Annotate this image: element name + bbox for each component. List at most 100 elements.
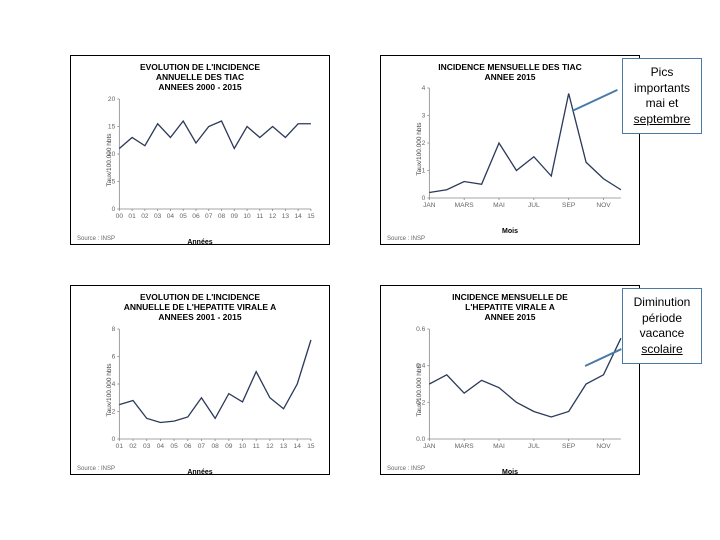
- svg-text:0: 0: [422, 195, 426, 202]
- chart-svg: 0 1 2 3 4 JAN MARS MAI JUL SEP NOV: [411, 84, 625, 214]
- callout-line-text: mai et: [631, 96, 693, 112]
- svg-text:00: 00: [116, 213, 124, 220]
- data-line: [119, 121, 311, 149]
- svg-text:4: 4: [422, 85, 426, 92]
- chart-area: Taux/100.000 hbts02468010203040506070809…: [101, 325, 315, 455]
- svg-text:SEP: SEP: [562, 443, 576, 450]
- svg-text:8: 8: [112, 326, 116, 333]
- callout-line-text: importants: [631, 81, 693, 97]
- svg-text:15: 15: [108, 123, 116, 130]
- svg-text:5: 5: [112, 178, 116, 185]
- data-line: [429, 338, 621, 417]
- chart-title: EVOLUTION DE L'INCIDENCEANNUELLE DES TIA…: [79, 62, 321, 93]
- callout-line-text: septembre: [631, 112, 693, 128]
- chart-title: INCIDENCE MENSUELLE DEL'HEPATITE VIRALE …: [389, 292, 631, 323]
- svg-text:10: 10: [108, 151, 116, 158]
- svg-text:2: 2: [112, 408, 116, 415]
- svg-text:0.6: 0.6: [416, 326, 426, 333]
- panel-tiac-annual: EVOLUTION DE L'INCIDENCEANNUELLE DES TIA…: [70, 55, 330, 245]
- svg-text:13: 13: [280, 443, 288, 450]
- svg-text:NOV: NOV: [596, 202, 611, 209]
- svg-text:3: 3: [422, 113, 426, 120]
- callout-hepa-vacation: Diminutionpériodevacancescolaire: [622, 288, 702, 364]
- svg-text:08: 08: [218, 213, 226, 220]
- svg-text:14: 14: [294, 213, 302, 220]
- svg-text:04: 04: [167, 213, 175, 220]
- svg-text:0: 0: [112, 436, 116, 443]
- panel-tiac-monthly: INCIDENCE MENSUELLE DES TIACANNEE 2015Ta…: [380, 55, 640, 245]
- callout-line-text: Diminution: [631, 295, 693, 311]
- svg-text:12: 12: [266, 443, 274, 450]
- x-axis-label: Mois: [389, 469, 631, 476]
- svg-text:11: 11: [256, 213, 263, 220]
- svg-text:01: 01: [128, 213, 136, 220]
- svg-text:20: 20: [108, 96, 116, 103]
- data-line: [119, 340, 311, 423]
- source-text: Source : INSP: [387, 236, 425, 242]
- svg-text:07: 07: [198, 443, 206, 450]
- svg-text:SEP: SEP: [562, 202, 576, 209]
- svg-text:JAN: JAN: [423, 202, 436, 209]
- svg-text:NOV: NOV: [596, 443, 611, 450]
- svg-text:08: 08: [211, 443, 219, 450]
- svg-text:4: 4: [112, 381, 116, 388]
- svg-text:0.4: 0.4: [416, 362, 426, 369]
- source-text: Source : INSP: [77, 236, 115, 242]
- svg-text:MAI: MAI: [493, 443, 505, 450]
- svg-text:10: 10: [239, 443, 247, 450]
- x-axis-label: Années: [79, 469, 321, 476]
- svg-text:06: 06: [192, 213, 200, 220]
- svg-text:2: 2: [422, 140, 426, 147]
- svg-text:04: 04: [157, 443, 165, 450]
- svg-text:MARS: MARS: [455, 443, 475, 450]
- svg-text:02: 02: [129, 443, 137, 450]
- source-text: Source : INSP: [387, 466, 425, 472]
- svg-text:0.2: 0.2: [416, 399, 426, 406]
- source-text: Source : INSP: [77, 466, 115, 472]
- svg-text:09: 09: [231, 213, 239, 220]
- svg-text:06: 06: [184, 443, 192, 450]
- callout-line-text: période: [631, 311, 693, 327]
- svg-text:14: 14: [294, 443, 302, 450]
- svg-text:15: 15: [307, 213, 315, 220]
- callout-line-text: vacance: [631, 326, 693, 342]
- callout-line-text: Pics: [631, 65, 693, 81]
- svg-text:13: 13: [282, 213, 290, 220]
- svg-text:JUL: JUL: [528, 202, 540, 209]
- svg-text:JUL: JUL: [528, 443, 540, 450]
- svg-text:0.0: 0.0: [416, 436, 426, 443]
- panel-hepa-monthly: INCIDENCE MENSUELLE DEL'HEPATITE VIRALE …: [380, 285, 640, 475]
- svg-text:09: 09: [225, 443, 233, 450]
- chart-grid: EVOLUTION DE L'INCIDENCEANNUELLE DES TIA…: [70, 55, 640, 475]
- svg-text:15: 15: [307, 443, 315, 450]
- svg-text:02: 02: [141, 213, 149, 220]
- svg-text:1: 1: [422, 168, 426, 175]
- chart-svg: 02468010203040506070809101112131415: [101, 325, 315, 455]
- svg-text:MAI: MAI: [493, 202, 505, 209]
- chart-svg: 0.0 0.2 0.4 0.6 JAN MARS MAI JUL SEP NOV: [411, 325, 625, 455]
- x-axis-label: Années: [79, 239, 321, 246]
- chart-svg: 0510152000010203040506070809101112131415: [101, 95, 315, 225]
- chart-area: Taux/100.000 hbts01234JANMARSMAIJULSEPNO…: [411, 84, 625, 214]
- svg-text:12: 12: [269, 213, 277, 220]
- data-line: [429, 94, 621, 193]
- svg-text:03: 03: [154, 213, 162, 220]
- svg-text:11: 11: [253, 443, 260, 450]
- svg-text:05: 05: [180, 213, 188, 220]
- callout-tiac-peaks: Picsimportantsmai etseptembre: [622, 58, 702, 134]
- svg-text:MARS: MARS: [455, 202, 475, 209]
- svg-text:05: 05: [170, 443, 178, 450]
- chart-area: Taux/100.000 hbts05101520000102030405060…: [101, 95, 315, 225]
- svg-text:0: 0: [112, 206, 116, 213]
- chart-title: EVOLUTION DE L'INCIDENCEANNUELLE DE L'HE…: [79, 292, 321, 323]
- svg-text:JAN: JAN: [423, 443, 436, 450]
- svg-text:01: 01: [116, 443, 124, 450]
- svg-text:07: 07: [205, 213, 213, 220]
- svg-text:10: 10: [243, 213, 251, 220]
- chart-area: Taux/100.000 hbts0.00.20.40.6JANMARSMAIJ…: [411, 325, 625, 455]
- svg-text:6: 6: [112, 353, 116, 360]
- panel-hepa-annual: EVOLUTION DE L'INCIDENCEANNUELLE DE L'HE…: [70, 285, 330, 475]
- callout-line-text: scolaire: [631, 342, 693, 358]
- svg-text:03: 03: [143, 443, 151, 450]
- x-axis-label: Mois: [389, 228, 631, 235]
